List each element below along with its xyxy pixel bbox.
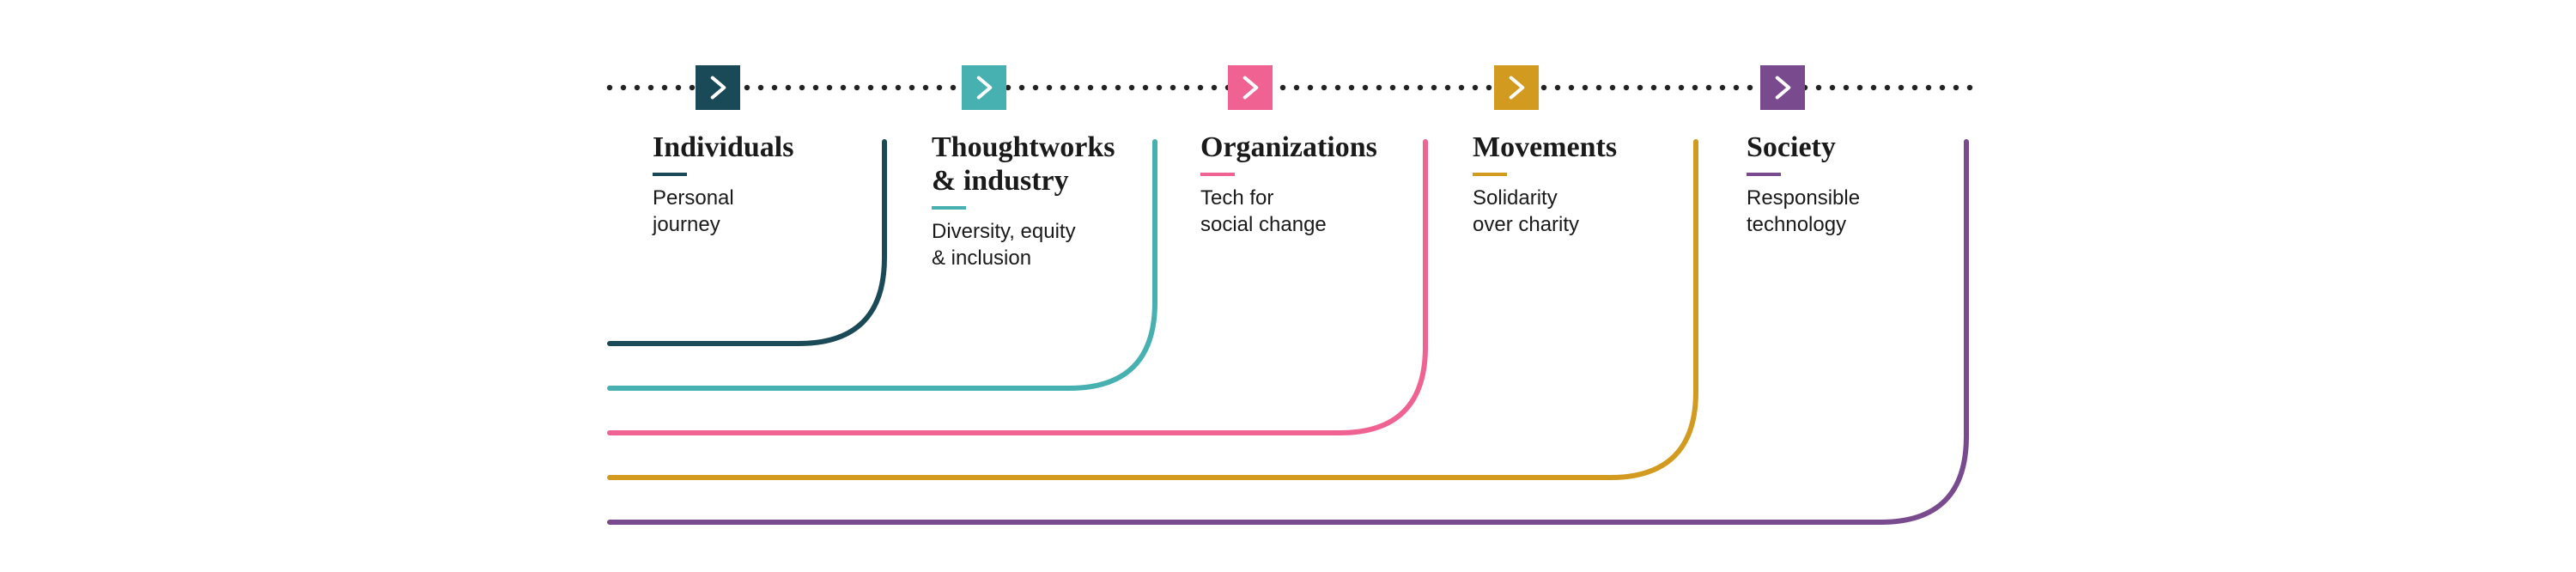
title-thoughtworks: Thoughtworks& industry xyxy=(932,131,1115,198)
underline-thoughtworks xyxy=(932,206,966,210)
marker-society[interactable] xyxy=(1760,65,1805,110)
underline-organizations xyxy=(1200,173,1235,176)
subtitle-society: Responsibletechnology xyxy=(1747,185,1860,238)
diagram-stage: Individuals Personaljourney Thoughtworks& … xyxy=(0,0,2576,572)
title-organizations: Organizations xyxy=(1200,131,1377,164)
underline-individuals xyxy=(653,173,687,176)
marker-movements[interactable] xyxy=(1494,65,1539,110)
chevron-right-icon xyxy=(962,65,1006,110)
chevron-right-icon xyxy=(1494,65,1539,110)
underline-society xyxy=(1747,173,1781,176)
title-society: Society xyxy=(1747,131,1836,164)
marker-thoughtworks[interactable] xyxy=(962,65,1006,110)
title-individuals: Individuals xyxy=(653,131,793,164)
chevron-right-icon xyxy=(1760,65,1805,110)
marker-organizations[interactable] xyxy=(1228,65,1273,110)
subtitle-individuals: Personaljourney xyxy=(653,185,734,238)
chevron-right-icon xyxy=(696,65,740,110)
subtitle-thoughtworks: Diversity, equity& inclusion xyxy=(932,218,1076,271)
underline-movements xyxy=(1473,173,1507,176)
subtitle-organizations: Tech forsocial change xyxy=(1200,185,1327,238)
swoop-lines xyxy=(0,0,2576,572)
title-movements: Movements xyxy=(1473,131,1617,164)
subtitle-movements: Solidarityover charity xyxy=(1473,185,1579,238)
marker-individuals[interactable] xyxy=(696,65,740,110)
chevron-right-icon xyxy=(1228,65,1273,110)
